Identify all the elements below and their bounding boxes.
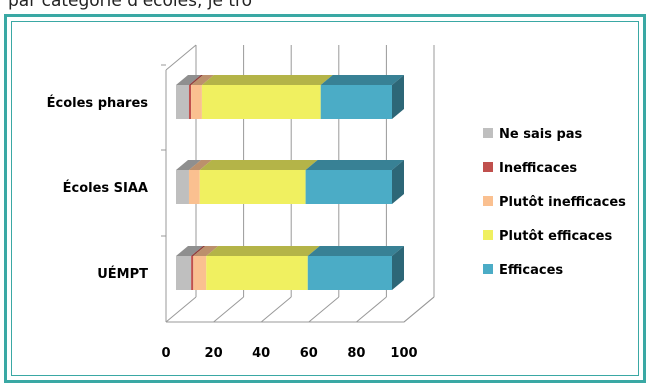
tick-labels: 0 20 40 60 80 100: [161, 346, 417, 361]
chart-legend: Ne sais pas Inefficaces Plutôt inefficaces…: [483, 127, 626, 278]
bar-top-face: [320, 75, 404, 85]
bar-top-face: [188, 160, 212, 170]
legend-swatch: [483, 162, 493, 172]
x-tick-label: 20: [205, 346, 223, 361]
floor-gridline: [213, 296, 244, 323]
bar-end-face: [392, 75, 404, 119]
legend-swatch: [483, 128, 493, 138]
bar-segment: [188, 85, 192, 119]
bar-top-face: [176, 160, 201, 170]
bar-segment: [320, 85, 392, 119]
category-label: Écoles SIAA: [63, 180, 148, 196]
bar-top-face: [176, 75, 201, 85]
bar-row: [176, 75, 404, 119]
x-tick-label: 0: [161, 346, 170, 361]
x-tick-label: 60: [300, 346, 318, 361]
bar-row: [176, 246, 404, 290]
x-tick-label: 40: [252, 346, 270, 361]
bar-segment: [176, 170, 189, 204]
legend-item: Efficaces: [483, 263, 563, 278]
bar-segment: [188, 170, 200, 204]
legend-swatch: [483, 264, 493, 274]
bar-segment: [199, 170, 306, 204]
bar-end-face: [392, 160, 404, 204]
floor-gridline: [165, 296, 197, 323]
bar-top-face: [206, 246, 320, 256]
legend-label: Plutôt efficaces: [499, 229, 612, 244]
bar-top-face: [176, 246, 204, 256]
caption-fragment: par categorie d'ecoles, je tro: [0, 0, 652, 14]
bar-segment: [201, 85, 321, 119]
legend-swatch: [483, 230, 493, 240]
caption-text: par categorie d'ecoles, je tro: [8, 0, 253, 11]
legend-item: Ne sais pas: [483, 127, 583, 142]
wall-top-edge: [165, 44, 197, 71]
x-tick-label: 80: [347, 346, 365, 361]
chart-frame-inner: [11, 21, 639, 376]
bar-segment: [307, 256, 392, 290]
category-label: Écoles phares: [47, 95, 149, 111]
legend-label: Ne sais pas: [499, 127, 583, 142]
legend-label: Inefficaces: [499, 161, 577, 176]
bar-top-face: [307, 246, 404, 256]
floor-gridline: [356, 296, 387, 323]
legend-item: Plutôt efficaces: [483, 229, 612, 244]
bar-segment: [305, 170, 392, 204]
bar-segment: [206, 256, 308, 290]
category-labels: Écoles phares Écoles SIAA UÉMPT: [47, 95, 149, 282]
bar-segment: [176, 85, 189, 119]
legend-label: Efficaces: [499, 263, 563, 278]
bar-segment: [193, 256, 207, 290]
floor-gridline: [403, 296, 435, 323]
bar-top-face: [201, 75, 333, 85]
bar-end-face: [392, 246, 404, 290]
bar-top-face: [199, 160, 318, 170]
bar-top-face: [188, 75, 204, 85]
x-tick-label: 100: [390, 346, 417, 361]
category-label: UÉMPT: [97, 266, 148, 282]
chart-bars: [176, 75, 404, 290]
floor-gridline: [260, 296, 292, 323]
floor-gridline: [308, 296, 340, 323]
bar-row: [176, 160, 404, 204]
bar-top-face: [191, 246, 206, 256]
bar-segment: [191, 85, 202, 119]
legend-label: Plutôt inefficaces: [499, 195, 626, 210]
legend-item: Inefficaces: [483, 161, 577, 176]
bar-top-face: [305, 160, 404, 170]
bar-segment: [176, 256, 192, 290]
bar-segment: [191, 256, 194, 290]
floor-edge: [166, 296, 435, 323]
bar-top-face: [191, 75, 214, 85]
legend-item: Plutôt inefficaces: [483, 195, 626, 210]
bar-top-face: [193, 246, 219, 256]
legend-swatch: [483, 196, 493, 206]
